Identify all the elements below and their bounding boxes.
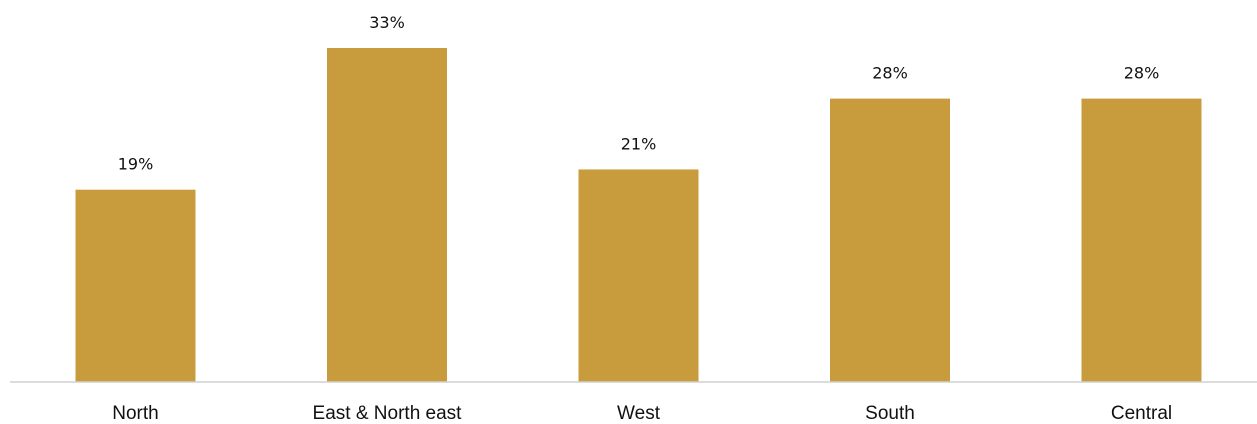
data-label: 21% (621, 134, 657, 153)
category-label: East & North east (313, 403, 463, 424)
bars-layer (75, 48, 1202, 382)
bar-west (578, 169, 699, 382)
category-label: South (865, 403, 915, 424)
category-label: West (617, 403, 661, 424)
bar-south (830, 98, 950, 382)
bar-east-north-east (327, 48, 447, 382)
bar-north (75, 189, 196, 382)
category-label: North (112, 403, 158, 424)
bar-central (1081, 98, 1202, 382)
category-label: Central (1111, 403, 1172, 424)
value-labels-layer: 19% 33% 21% 28% 28% (118, 13, 1160, 174)
data-label: 28% (1124, 64, 1160, 83)
data-label: 28% (872, 64, 908, 83)
data-label: 19% (118, 155, 154, 174)
category-labels-layer: North East & North east West South Central (112, 403, 1172, 424)
data-label: 33% (369, 13, 405, 32)
